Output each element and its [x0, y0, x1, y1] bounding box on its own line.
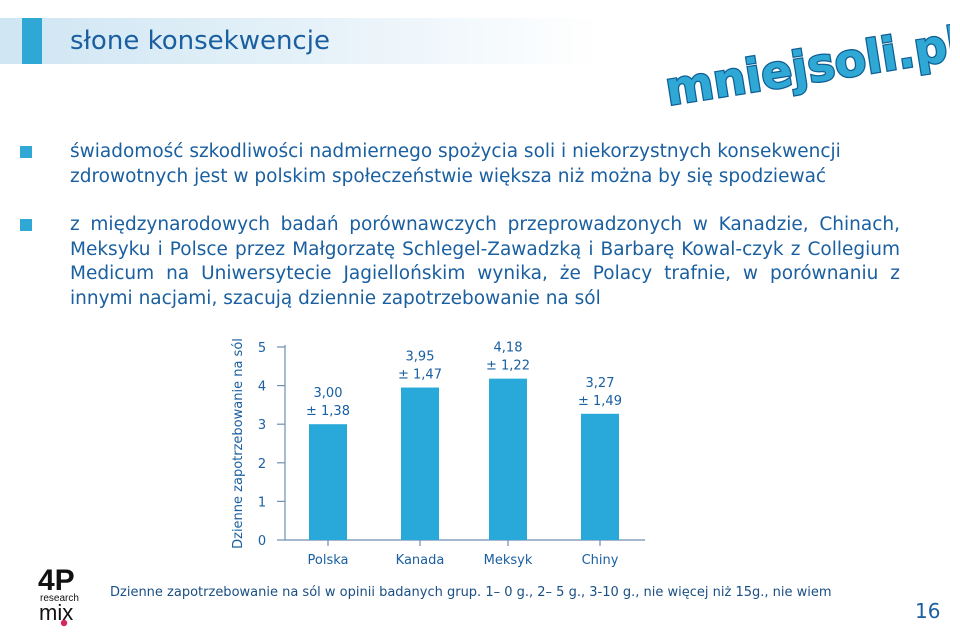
- chart-footnote: Dzienne zapotrzebowanie na sól w opinii …: [110, 585, 832, 600]
- logo-research: research: [40, 593, 79, 604]
- brand-logo: mniejsoli.pl: [660, 15, 950, 110]
- logo-dot: [60, 619, 68, 627]
- title-accent: [22, 18, 42, 64]
- bar: [309, 424, 347, 540]
- y-tick-label: 4: [258, 380, 266, 395]
- y-axis-label: Dzienne zapotrzebowanie na sól: [231, 338, 246, 549]
- bar-chart: Dzienne zapotrzebowanie na sól 0 1 2 3 4 5 3,00…: [231, 338, 645, 568]
- bar-error-label: ± 1,38: [306, 404, 350, 419]
- research-mix-logo: 4P research mix: [38, 564, 79, 627]
- bullet-text: z międzynarodowych badań porównawczych p…: [70, 214, 900, 309]
- y-tick-label: 1: [258, 495, 266, 510]
- bullet-text: świadomość szkodliwości nadmiernego spoż…: [70, 141, 841, 187]
- bar: [489, 378, 527, 540]
- bullet-square-icon: [20, 219, 32, 231]
- y-tick-label: 0: [258, 534, 266, 549]
- x-category-label: Kanada: [396, 553, 445, 568]
- bar-value-label: 3,27: [586, 376, 615, 391]
- bullet-square-icon: [20, 146, 32, 158]
- bar-error-label: ± 1,49: [578, 394, 622, 409]
- x-category-label: Chiny: [582, 553, 619, 568]
- x-category-label: Polska: [308, 553, 349, 568]
- bar-value-label: 3,95: [406, 350, 435, 365]
- bar-error-label: ± 1,47: [398, 368, 442, 383]
- logo-4p: 4P: [38, 564, 75, 597]
- bar-value-label: 4,18: [494, 341, 523, 356]
- bar-value-label: 3,00: [314, 386, 343, 401]
- page-title: słone konsekwencje: [70, 26, 330, 56]
- title-bar: słone konsekwencje: [0, 18, 600, 64]
- logo-mix: mix: [39, 600, 73, 625]
- y-tick-label: 2: [258, 457, 266, 472]
- bar: [401, 387, 439, 540]
- page-number: 16: [915, 599, 941, 623]
- brand-logo-text: mniejsoli.pl: [662, 16, 950, 110]
- y-tick-label: 5: [258, 341, 266, 356]
- bar-error-label: ± 1,22: [486, 359, 530, 374]
- bar: [581, 413, 619, 540]
- y-tick-label: 3: [258, 418, 266, 433]
- x-category-label: Meksyk: [484, 553, 533, 568]
